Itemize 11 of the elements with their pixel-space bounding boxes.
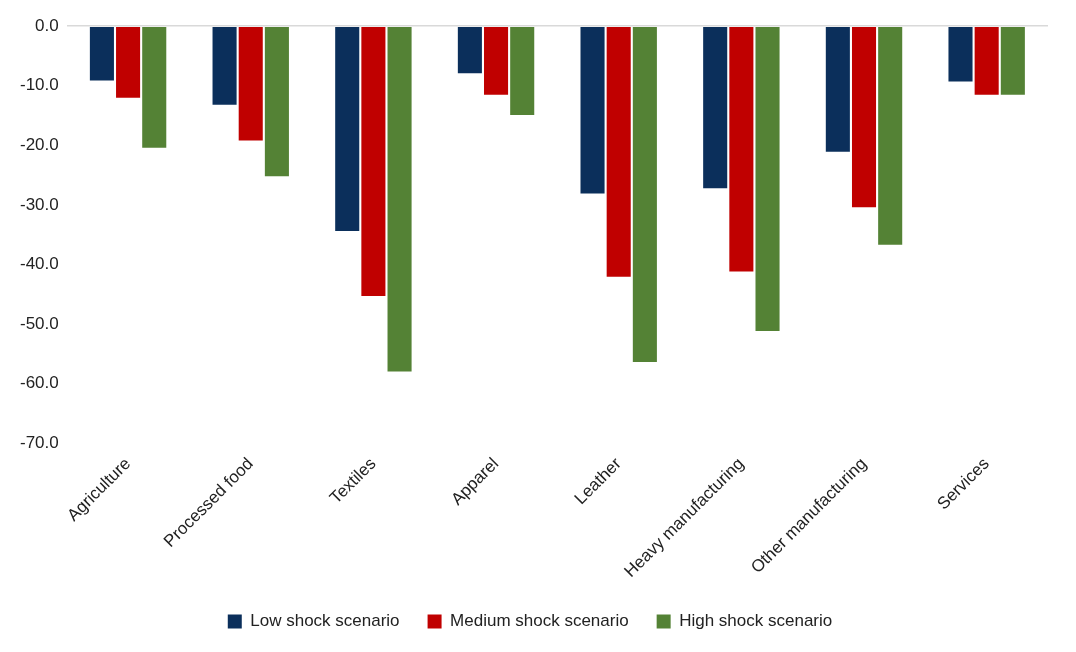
y-tick-label: -70.0 xyxy=(20,432,59,452)
y-tick-label: 0.0 xyxy=(35,15,59,35)
y-tick-label: -30.0 xyxy=(20,194,59,214)
y-tick-label: -60.0 xyxy=(20,373,59,393)
y-tick-label: -40.0 xyxy=(20,254,59,274)
y-tick-label: -50.0 xyxy=(20,313,59,333)
legend-label: Low shock scenario xyxy=(250,611,400,631)
legend-label: Medium shock scenario xyxy=(450,611,629,631)
y-tick-label: -10.0 xyxy=(20,75,59,95)
y-tick-label: -20.0 xyxy=(20,134,59,154)
legend-label: High shock scenario xyxy=(679,611,833,631)
